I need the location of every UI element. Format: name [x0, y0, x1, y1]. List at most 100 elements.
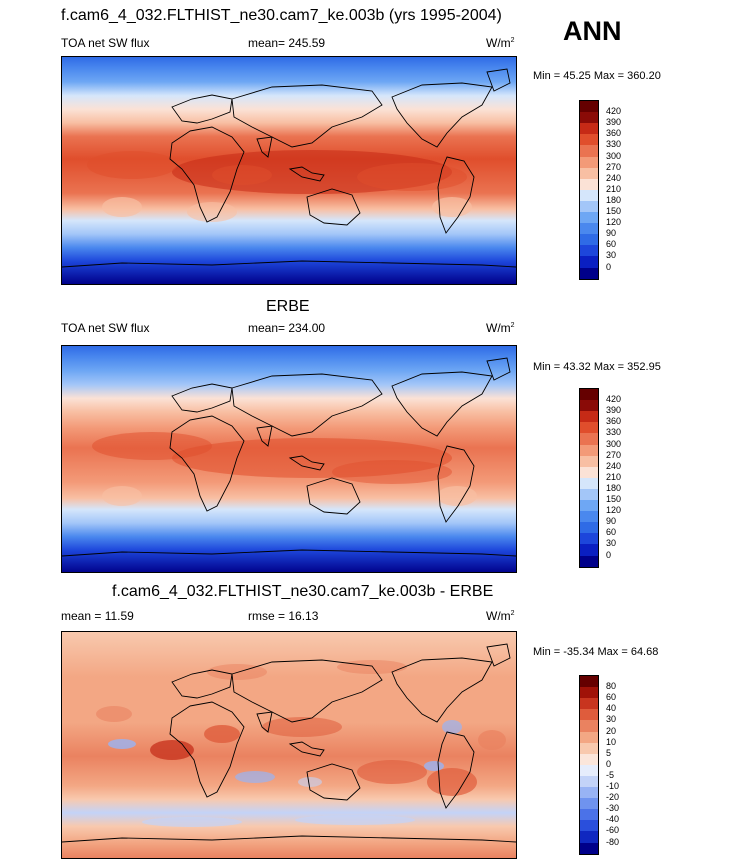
- colorbar-tick-label: -40: [606, 814, 620, 825]
- colorbar-cell: [580, 189, 598, 202]
- season-annotation: ANN: [563, 16, 622, 46]
- colorbar-cell: [580, 500, 598, 512]
- colorbar-cell: [580, 134, 598, 146]
- colorbar-tick-label: 270: [606, 161, 622, 172]
- colorbar-cell: [580, 709, 598, 721]
- colorbar-cell: [580, 798, 598, 810]
- colorbar-cell: [580, 775, 598, 788]
- panel2-mean-label: mean= 234.00: [248, 321, 326, 335]
- colorbar-tick-label: 360: [606, 416, 622, 427]
- colorbar-box: [579, 100, 599, 280]
- coastline: [62, 549, 516, 557]
- coastline: [391, 657, 493, 723]
- colorbar-cell: [580, 145, 598, 157]
- colorbar-cell: [580, 101, 598, 113]
- colorbar-tick-label: 0: [606, 758, 612, 769]
- panel2-title: ERBE: [266, 298, 310, 315]
- coastline: [306, 477, 361, 515]
- colorbar-cell: [580, 764, 598, 777]
- colorbar-tick-label: 20: [606, 725, 617, 736]
- colorbar-tick-label: 270: [606, 449, 622, 460]
- colorbar-tick-label: 90: [606, 516, 617, 527]
- coastline: [437, 731, 475, 809]
- coastline: [171, 669, 233, 699]
- colorbar-tick-label: -60: [606, 825, 620, 836]
- panel3-mean-label: mean = 11.59: [61, 609, 134, 623]
- colorbar-tick-label: 30: [606, 714, 617, 725]
- coastline: [486, 68, 511, 92]
- coastline: [169, 415, 245, 512]
- colorbar-cell: [580, 842, 598, 855]
- colorbar-tick-label: 40: [606, 703, 617, 714]
- colorbar-tick-label: -10: [606, 781, 620, 791]
- colorbar-tick-label: 10: [606, 736, 617, 747]
- colorbar-cell: [580, 720, 598, 732]
- panel1-map-svg: [62, 57, 516, 284]
- panel2-minmax: Min = 43.32 Max = 352.95: [533, 361, 661, 373]
- colorbar-cell: [580, 466, 598, 479]
- colorbar-cell: [580, 245, 598, 257]
- colorbar-tick-label: 300: [606, 438, 622, 449]
- colorbar-tick-label: 150: [606, 494, 622, 504]
- colorbar-tick-label: -20: [606, 792, 620, 803]
- coastline: [256, 425, 273, 447]
- colorbar-cell: [580, 411, 598, 423]
- panel3-rmse-label: rmse = 16.13: [248, 609, 319, 623]
- colorbar-tick-label: 60: [606, 692, 617, 703]
- colorbar-cell: [580, 256, 598, 268]
- panel2-map-svg: [62, 346, 516, 572]
- panel1-minmax: Min = 45.25 Max = 360.20: [533, 70, 661, 82]
- panel3-map: [61, 631, 517, 859]
- panel2-variable-label: TOA net SW flux: [61, 321, 150, 335]
- coastline: [231, 373, 383, 437]
- coastline: [437, 445, 475, 523]
- coastline: [171, 383, 233, 413]
- coastline: [62, 835, 516, 843]
- panel1-title: f.cam6_4_032.FLTHIST_ne30.cam7_ke.003b (…: [61, 7, 502, 24]
- colorbar-tick-label: 210: [606, 471, 622, 482]
- colorbar-tick-label: 0: [606, 261, 612, 272]
- colorbar-tick-label: 80: [606, 681, 617, 692]
- colorbar-cell: [580, 178, 598, 191]
- colorbar-tick-label: 150: [606, 206, 622, 216]
- colorbar-cell: [580, 223, 598, 235]
- panel1-units: W/m2: [486, 36, 515, 50]
- colorbar-tick-label: 60: [606, 239, 617, 250]
- colorbar-cell: [580, 687, 598, 699]
- panel3-units: W/m2: [486, 609, 515, 623]
- colorbar-cell: [580, 112, 598, 124]
- colorbar-box: [579, 675, 599, 855]
- colorbar-tick-label: 390: [606, 405, 622, 416]
- colorbar-cell: [580, 267, 598, 280]
- colorbar-tick-label: 330: [606, 427, 622, 438]
- colorbar-tick-label: 420: [606, 394, 622, 405]
- colorbar-cell: [580, 212, 598, 224]
- colorbar-tick-label: -80: [606, 836, 620, 847]
- colorbar-cell: [580, 698, 598, 710]
- colorbar-cell: [580, 676, 598, 688]
- colorbar-cell: [580, 742, 598, 755]
- coastline: [437, 156, 475, 234]
- colorbar-box: [579, 388, 599, 568]
- colorbar-tick-label: 30: [606, 250, 617, 261]
- colorbar-cell: [580, 455, 598, 468]
- coastline: [288, 741, 325, 757]
- panel3-map-svg: [62, 632, 516, 858]
- coastline: [486, 357, 511, 381]
- colorbar-cell: [580, 477, 598, 490]
- colorbar-tick-label: 5: [606, 747, 612, 758]
- colorbar-tick-label: 0: [606, 549, 612, 560]
- colorbar-cell: [580, 555, 598, 568]
- coastline: [486, 643, 511, 667]
- colorbar-tick-label: -5: [606, 769, 615, 780]
- colorbar-cell: [580, 389, 598, 401]
- colorbar-tick-label: 240: [606, 460, 622, 471]
- colorbar-cell: [580, 422, 598, 434]
- colorbar-tick-label: 180: [606, 482, 622, 493]
- colorbar-cell: [580, 444, 598, 457]
- colorbar-tick-label: 240: [606, 172, 622, 183]
- colorbar-tick-label: 120: [606, 505, 622, 516]
- coastline: [62, 260, 516, 268]
- colorbar-tick-label: 180: [606, 194, 622, 205]
- panel2-units: W/m2: [486, 321, 515, 335]
